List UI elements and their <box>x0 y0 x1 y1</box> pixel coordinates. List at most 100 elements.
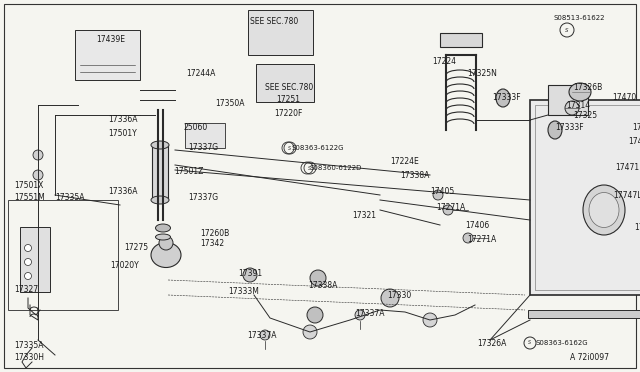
Text: 17220F: 17220F <box>274 109 302 118</box>
Text: 17327: 17327 <box>14 285 38 295</box>
Text: 17314: 17314 <box>566 100 590 109</box>
Text: S: S <box>289 145 292 151</box>
Text: 17470: 17470 <box>612 93 636 102</box>
Circle shape <box>33 150 43 160</box>
Text: 17275: 17275 <box>124 244 148 253</box>
Text: 17501Y: 17501Y <box>108 128 137 138</box>
Text: S: S <box>308 166 312 170</box>
Bar <box>248 10 313 55</box>
Bar <box>185 123 225 148</box>
Circle shape <box>303 325 317 339</box>
Text: A 72i0097: A 72i0097 <box>570 353 609 362</box>
Circle shape <box>159 236 173 250</box>
Text: 25060: 25060 <box>183 124 207 132</box>
Bar <box>530 100 640 295</box>
Text: 17350A: 17350A <box>215 99 244 109</box>
Text: 17271A: 17271A <box>467 235 496 244</box>
Circle shape <box>355 310 365 320</box>
Circle shape <box>243 268 257 282</box>
Text: 17338A: 17338A <box>400 170 429 180</box>
Text: 17224: 17224 <box>432 58 456 67</box>
Text: 17551M: 17551M <box>14 193 45 202</box>
Text: 17333M: 17333M <box>228 286 259 295</box>
Text: SEE SEC.780: SEE SEC.780 <box>250 17 298 26</box>
Text: 17405: 17405 <box>430 187 454 196</box>
Ellipse shape <box>569 83 591 101</box>
Text: 17337G: 17337G <box>188 193 218 202</box>
Text: 17330: 17330 <box>387 291 412 299</box>
Text: 17501X: 17501X <box>14 180 44 189</box>
Text: 17020Y: 17020Y <box>110 260 139 269</box>
Text: 17471: 17471 <box>615 164 639 173</box>
Circle shape <box>33 170 43 180</box>
Text: 17326B: 17326B <box>573 83 602 93</box>
Text: 17244A: 17244A <box>186 68 216 77</box>
Bar <box>75 30 140 80</box>
Text: 17330H: 17330H <box>14 353 44 362</box>
Text: S08360-6122D: S08360-6122D <box>310 165 362 171</box>
Ellipse shape <box>151 196 169 204</box>
Text: 17336A: 17336A <box>108 115 138 125</box>
Text: 17224E: 17224E <box>390 157 419 167</box>
Circle shape <box>433 190 443 200</box>
Ellipse shape <box>156 234 170 240</box>
Ellipse shape <box>151 243 181 267</box>
Text: 17326A: 17326A <box>477 339 506 347</box>
Bar <box>256 64 314 102</box>
Text: 17335A: 17335A <box>55 193 84 202</box>
Text: 17333F: 17333F <box>492 93 520 102</box>
Text: 17335A: 17335A <box>14 340 44 350</box>
Text: 17406E: 17406E <box>628 138 640 147</box>
Text: 17747L: 17747L <box>613 190 640 199</box>
Text: 17271A: 17271A <box>436 203 465 212</box>
Text: 17355A: 17355A <box>639 176 640 185</box>
Text: S: S <box>529 340 532 346</box>
Text: 17391: 17391 <box>238 269 262 278</box>
Circle shape <box>463 233 473 243</box>
Text: 17406: 17406 <box>465 221 489 231</box>
Bar <box>152 145 168 200</box>
Bar <box>528 310 640 318</box>
Circle shape <box>24 259 31 266</box>
Text: 17355A: 17355A <box>632 124 640 132</box>
Circle shape <box>443 205 453 215</box>
Ellipse shape <box>589 192 619 228</box>
Text: S08363-6122G: S08363-6122G <box>292 145 344 151</box>
Circle shape <box>24 244 31 251</box>
Text: 17337A: 17337A <box>247 330 276 340</box>
Text: S08363-6162G: S08363-6162G <box>536 340 589 346</box>
Ellipse shape <box>151 141 169 149</box>
Bar <box>20 227 50 292</box>
Text: 17337A: 17337A <box>355 308 385 317</box>
Circle shape <box>307 307 323 323</box>
Ellipse shape <box>548 121 562 139</box>
Text: S: S <box>565 28 569 32</box>
Ellipse shape <box>496 89 510 107</box>
Ellipse shape <box>583 185 625 235</box>
Text: 17338A: 17338A <box>308 280 337 289</box>
Text: 17325: 17325 <box>573 112 597 121</box>
Bar <box>535 105 640 290</box>
Bar <box>548 85 588 115</box>
Text: 17260B: 17260B <box>200 228 229 237</box>
Text: 17342: 17342 <box>200 240 224 248</box>
Text: 17325N: 17325N <box>467 68 497 77</box>
Circle shape <box>310 270 326 286</box>
Text: 17333F: 17333F <box>555 124 584 132</box>
Circle shape <box>423 313 437 327</box>
Text: 17439E: 17439E <box>96 35 125 44</box>
Circle shape <box>260 330 270 340</box>
Text: S08513-61622: S08513-61622 <box>554 15 605 21</box>
Text: 17251: 17251 <box>276 96 300 105</box>
Text: 17337G: 17337G <box>188 144 218 153</box>
Circle shape <box>565 101 579 115</box>
Text: 17501Z: 17501Z <box>174 167 204 176</box>
Text: 17336A: 17336A <box>108 187 138 196</box>
Circle shape <box>381 289 399 307</box>
Bar <box>440 33 482 47</box>
Circle shape <box>24 273 31 279</box>
Bar <box>8 200 118 310</box>
Text: 17406E: 17406E <box>634 224 640 232</box>
Text: 17321: 17321 <box>352 211 376 219</box>
Text: SEE SEC.780: SEE SEC.780 <box>265 83 313 92</box>
